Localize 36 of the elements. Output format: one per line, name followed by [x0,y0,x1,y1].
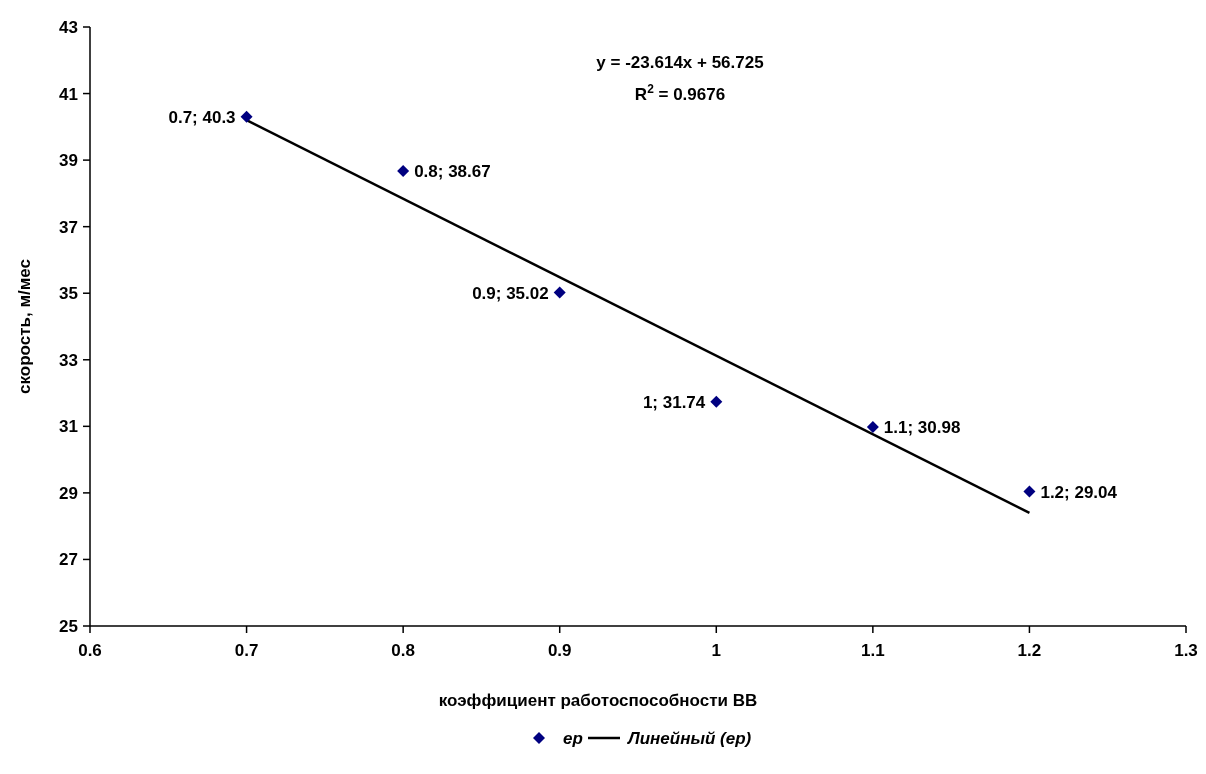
data-label: 0.7; 40.3 [168,107,236,127]
y-tick-label: 35 [59,284,78,304]
y-tick-label: 41 [59,84,78,104]
legend-label: ер [563,729,583,748]
legend-label: Линейный (ер) [626,729,752,748]
annotation: y = -23.614x + 56.725 [596,53,764,72]
y-axis-title: скорость, м/мес [15,259,34,394]
x-tick-label: 0.8 [391,641,415,660]
y-tick-label: 25 [59,616,78,636]
x-tick-label: 1 [711,641,722,660]
point [397,165,410,178]
y-tick-label: 29 [59,483,78,503]
x-tick-label: 1.3 [1174,641,1198,660]
data-label: 1; 31.74 [642,392,706,412]
point [710,395,723,408]
y-tick-label: 33 [59,350,78,370]
x-tick-label: 0.7 [234,641,259,660]
point [866,421,879,433]
x-tick-label: 1.2 [1017,641,1042,660]
x-tick-label: 0.6 [78,641,102,660]
y-tick-label: 27 [59,550,78,570]
y-tick-label: 37 [59,217,78,237]
x-tick-label: 0.9 [547,641,572,660]
x-axis-title: коэффициент работоспособности ВВ [438,691,758,710]
point [1023,485,1036,498]
point [240,110,253,123]
point [553,286,566,299]
y-tick-label: 31 [59,417,78,437]
y-tick-label: 39 [59,151,78,171]
data-label: 0.9; 35.02 [472,283,549,303]
x-tick-label: 1.1 [861,641,885,660]
data-label: 1.2; 29.04 [1040,482,1118,502]
annotation: R$^{2}$ = 0.9676 [634,82,726,104]
data-label: 1.1; 30.98 [883,418,961,437]
y-tick-label: 43 [59,17,78,37]
data-label: 0.8; 38.67 [414,162,491,182]
